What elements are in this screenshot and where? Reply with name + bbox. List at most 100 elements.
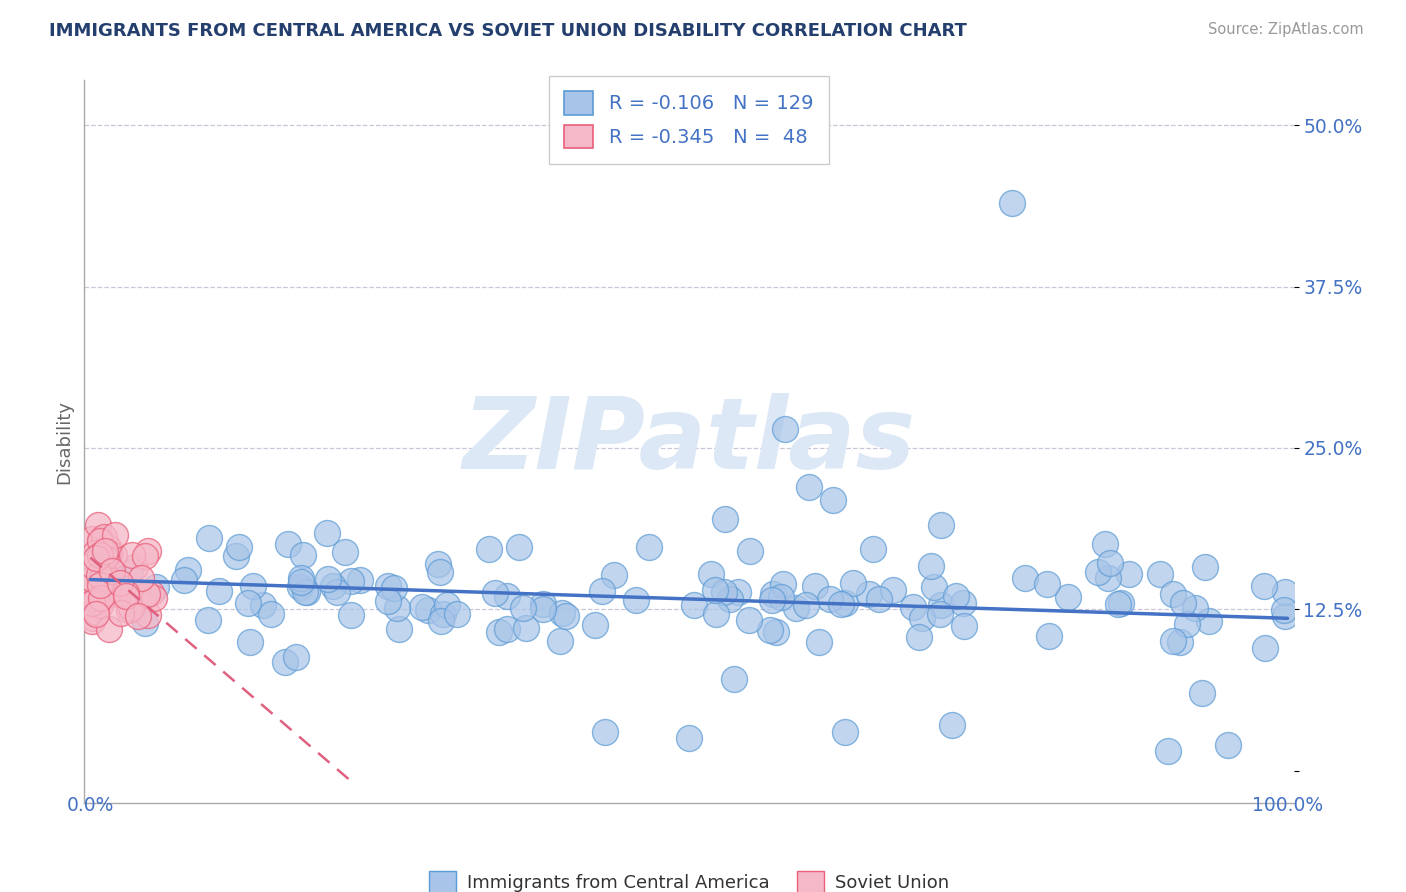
Point xyxy=(759,624,782,638)
Point xyxy=(818,592,841,607)
Point xyxy=(683,598,706,612)
Point xyxy=(416,603,439,617)
Point xyxy=(80,572,103,586)
Point xyxy=(83,592,105,607)
Point xyxy=(515,621,537,635)
Point xyxy=(1098,556,1121,570)
Point xyxy=(922,580,945,594)
Point xyxy=(804,579,827,593)
Point xyxy=(773,422,796,436)
Point xyxy=(411,600,433,615)
Text: 0.0%: 0.0% xyxy=(66,796,114,814)
Point xyxy=(1107,597,1129,611)
Point xyxy=(548,633,571,648)
Point xyxy=(225,549,247,564)
Point xyxy=(93,530,115,544)
Point xyxy=(1194,560,1216,574)
Point xyxy=(136,607,159,622)
Point xyxy=(120,566,142,580)
Point xyxy=(427,557,450,571)
Point xyxy=(901,600,924,615)
Point xyxy=(97,586,120,600)
Point xyxy=(84,605,107,619)
Point xyxy=(1157,744,1180,758)
Point xyxy=(115,590,138,604)
Point xyxy=(1087,565,1109,579)
Point xyxy=(110,576,132,591)
Point xyxy=(91,556,114,570)
Point xyxy=(89,534,111,549)
Point xyxy=(1198,614,1220,628)
Point xyxy=(928,607,950,622)
Point xyxy=(349,573,371,587)
Point xyxy=(87,518,110,533)
Point xyxy=(139,586,162,600)
Point xyxy=(84,546,107,560)
Point xyxy=(1191,686,1213,700)
Point xyxy=(495,622,517,636)
Point xyxy=(531,597,554,611)
Point xyxy=(134,615,156,630)
Point xyxy=(908,630,931,644)
Point xyxy=(794,599,817,613)
Point xyxy=(385,600,408,615)
Point xyxy=(82,610,104,624)
Point xyxy=(591,583,613,598)
Point xyxy=(290,571,312,585)
Point xyxy=(98,546,121,560)
Point xyxy=(1274,608,1296,623)
Point xyxy=(173,574,195,588)
Point xyxy=(821,492,844,507)
Point xyxy=(738,613,761,627)
Point xyxy=(830,597,852,611)
Point xyxy=(121,548,143,562)
Point xyxy=(277,537,299,551)
Point xyxy=(704,607,727,621)
Point xyxy=(97,622,120,636)
Point xyxy=(86,607,108,621)
Point xyxy=(714,512,737,526)
Point xyxy=(713,585,735,599)
Point xyxy=(1149,567,1171,582)
Point xyxy=(377,594,399,608)
Point xyxy=(285,649,308,664)
Point xyxy=(239,635,262,649)
Point xyxy=(98,581,121,595)
Point xyxy=(797,480,820,494)
Point xyxy=(252,599,274,613)
Point xyxy=(478,541,501,556)
Point xyxy=(80,615,103,629)
Point xyxy=(89,578,111,592)
Point xyxy=(1057,590,1080,604)
Point xyxy=(496,589,519,603)
Point xyxy=(718,591,741,606)
Point xyxy=(80,558,103,572)
Point xyxy=(294,585,316,599)
Point xyxy=(288,580,311,594)
Point xyxy=(432,607,454,622)
Point xyxy=(236,596,259,610)
Point xyxy=(89,548,111,562)
Point xyxy=(1254,640,1277,655)
Text: Source: ZipAtlas.com: Source: ZipAtlas.com xyxy=(1208,22,1364,37)
Point xyxy=(868,592,890,607)
Point xyxy=(920,558,942,573)
Point xyxy=(322,579,344,593)
Point xyxy=(945,589,967,603)
Point xyxy=(101,564,124,578)
Point xyxy=(82,532,104,546)
Point xyxy=(89,598,111,612)
Point xyxy=(80,577,103,591)
Point xyxy=(107,587,129,601)
Point xyxy=(699,566,721,581)
Point xyxy=(138,544,160,558)
Point xyxy=(508,540,530,554)
Point xyxy=(941,718,963,732)
Point xyxy=(1097,571,1119,585)
Point xyxy=(90,571,112,585)
Point xyxy=(103,548,125,562)
Point xyxy=(1118,566,1140,581)
Point xyxy=(727,585,749,599)
Point xyxy=(124,559,146,574)
Point xyxy=(80,596,103,610)
